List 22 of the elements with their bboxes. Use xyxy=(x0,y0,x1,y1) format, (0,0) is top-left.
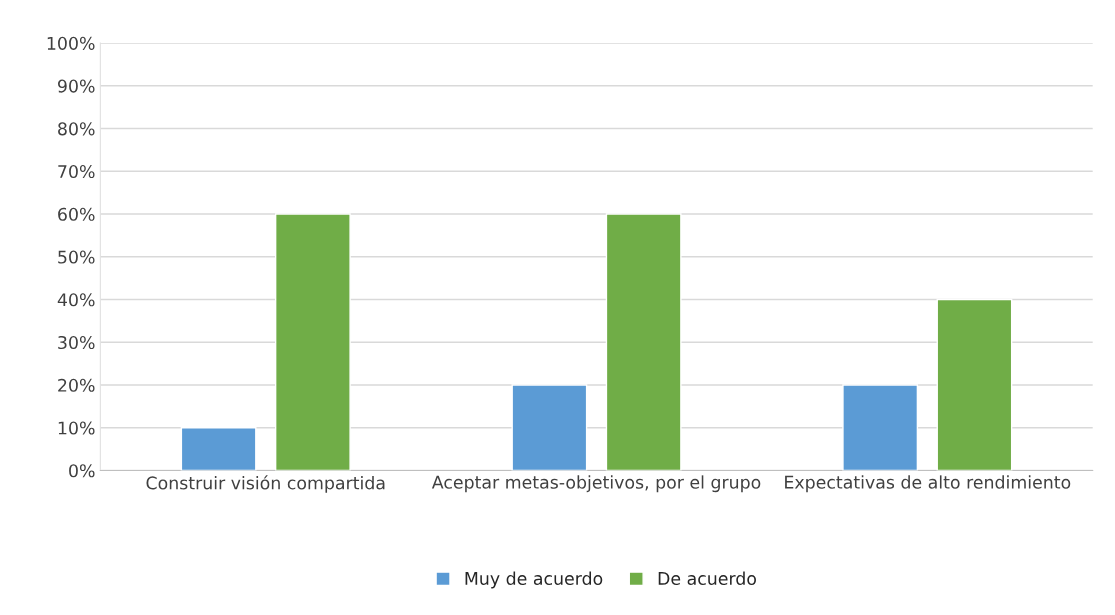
bar xyxy=(180,427,257,471)
y-tick-label: 60% xyxy=(58,207,95,221)
bar xyxy=(511,384,588,471)
bar xyxy=(842,384,919,471)
y-tick-label: 90% xyxy=(57,79,95,93)
y-tick-label: 30% xyxy=(58,335,95,350)
y-tick-label: 70% xyxy=(58,164,95,179)
x-tick-label: Expectativas de alto rendimiento xyxy=(785,475,1071,493)
y-tick-label: 40% xyxy=(57,293,95,307)
y-tick-label: 100% xyxy=(47,36,95,50)
y-tick-label: 80% xyxy=(58,122,95,136)
y-tick-label: 20% xyxy=(58,378,95,392)
legend-label: De acuerdo xyxy=(658,571,756,586)
legend-label: Muy de acuerdo xyxy=(465,571,603,589)
bar xyxy=(936,298,1013,471)
y-tick-label: 0% xyxy=(69,464,95,478)
bar xyxy=(274,213,351,471)
x-tick-label: Construir visión compartida xyxy=(146,475,385,493)
bar xyxy=(605,213,682,471)
y-tick-label: 50% xyxy=(58,250,95,264)
y-tick-label: 10% xyxy=(58,421,95,435)
x-tick-label: Aceptar metas-objetivos, por el grupo xyxy=(431,475,761,493)
